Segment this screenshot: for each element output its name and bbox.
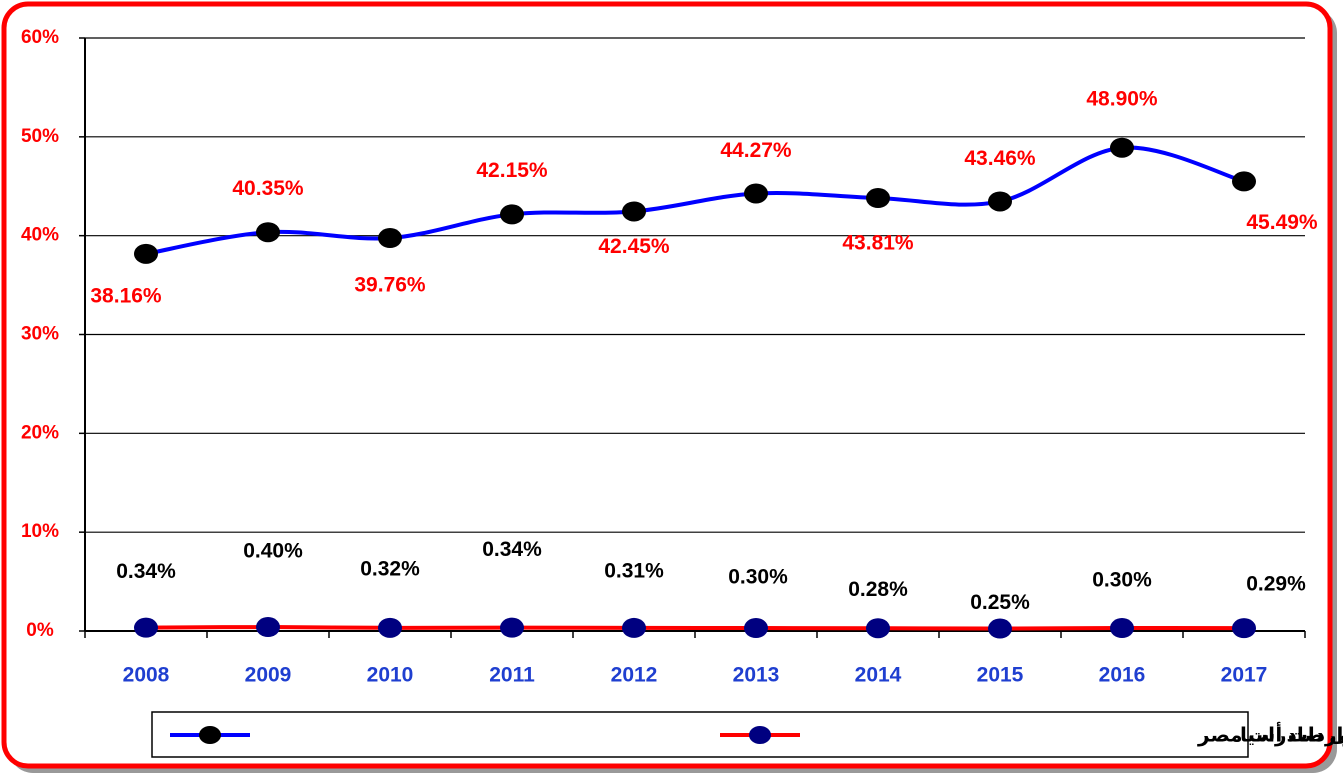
x-tick-label: 2017 xyxy=(1221,664,1268,687)
marker xyxy=(500,617,524,638)
legend-label: الأهمية النسبية فى إجمالى واردات أسيا xyxy=(1240,720,1343,746)
data-label: 0.28% xyxy=(848,578,908,601)
x-tick-label: 2014 xyxy=(855,664,902,687)
x-tick-label: 2015 xyxy=(977,664,1024,687)
x-tick-label: 2012 xyxy=(611,664,658,687)
data-label: 40.35% xyxy=(232,177,304,200)
x-tick-label: 2013 xyxy=(733,664,780,687)
series-line xyxy=(145,625,1245,631)
x-tick-label: 2010 xyxy=(367,664,414,687)
data-label: 43.81% xyxy=(842,232,914,255)
data-label: 0.40% xyxy=(243,540,303,563)
marker xyxy=(1232,618,1256,639)
y-tick-label: 40% xyxy=(21,225,59,246)
marker xyxy=(866,188,890,209)
marker xyxy=(134,617,158,638)
legend-box xyxy=(151,711,1249,758)
marker xyxy=(256,222,280,243)
y-tick-label: 50% xyxy=(21,126,59,147)
x-tick-label: 2016 xyxy=(1099,664,1146,687)
marker xyxy=(866,618,890,639)
marker xyxy=(500,204,524,225)
data-label: 38.16% xyxy=(90,284,162,307)
data-label: 45.49% xyxy=(1246,211,1318,234)
legend-marker xyxy=(199,726,221,744)
marker xyxy=(1110,618,1134,639)
marker xyxy=(1110,137,1134,158)
y-tick-label: 60% xyxy=(21,27,59,48)
y-tick-label: 0% xyxy=(26,620,54,641)
marker xyxy=(988,191,1012,212)
x-tick-label: 2008 xyxy=(123,664,170,687)
y-tick-label: 20% xyxy=(21,422,59,443)
data-label: 39.76% xyxy=(354,274,426,297)
marker xyxy=(378,228,402,249)
data-label: 0.30% xyxy=(1092,569,1152,592)
marker xyxy=(378,617,402,638)
marker xyxy=(134,243,158,264)
data-label: 0.32% xyxy=(360,557,420,580)
data-label: 0.30% xyxy=(728,566,788,589)
data-label: 0.25% xyxy=(970,591,1030,614)
marker xyxy=(622,201,646,222)
y-tick-label: 10% xyxy=(21,521,59,542)
legend-marker xyxy=(749,726,771,744)
data-label: 0.34% xyxy=(116,560,176,583)
marker xyxy=(1232,171,1256,192)
x-tick-label: 2009 xyxy=(245,664,292,687)
data-label: 48.90% xyxy=(1086,87,1158,110)
marker xyxy=(744,183,768,204)
x-tick-label: 2011 xyxy=(489,664,535,687)
marker xyxy=(988,618,1012,639)
legend-label: الأهمية النسبية فى إجمالى صادرات مصر xyxy=(1197,721,1343,746)
data-label: 44.27% xyxy=(720,139,792,162)
data-label: 42.45% xyxy=(598,235,670,258)
frame xyxy=(1,1,1333,769)
marker xyxy=(256,617,280,638)
data-label: 0.31% xyxy=(604,559,664,582)
series-line xyxy=(145,145,1245,256)
data-label: 42.15% xyxy=(476,159,548,182)
data-label: 0.29% xyxy=(1246,573,1306,596)
data-label: 43.46% xyxy=(964,147,1036,170)
data-label: 0.34% xyxy=(482,538,542,561)
marker xyxy=(744,618,768,639)
y-tick-label: 30% xyxy=(21,324,59,345)
marker xyxy=(622,617,646,638)
